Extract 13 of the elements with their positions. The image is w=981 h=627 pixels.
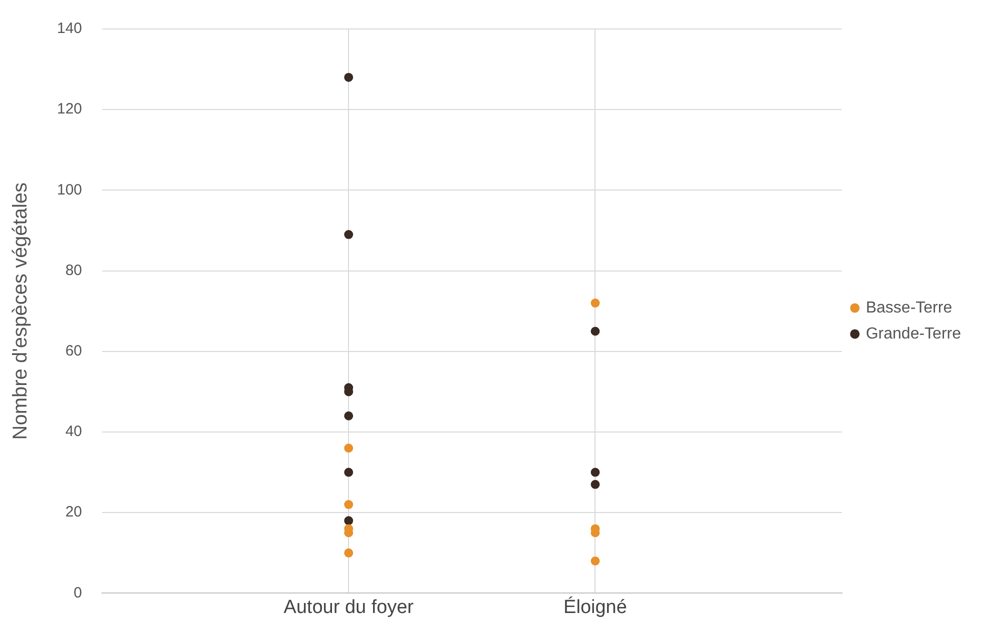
y-tick-label: 0 bbox=[74, 584, 82, 602]
y-tick-label: 80 bbox=[65, 262, 82, 279]
legend-label: Basse-Terre bbox=[866, 299, 952, 316]
y-tick-label: 20 bbox=[65, 504, 82, 521]
legend-label: Grande-Terre bbox=[866, 325, 962, 342]
y-tick-label: 100 bbox=[56, 181, 82, 198]
x-tick-label: Éloigné bbox=[564, 596, 627, 618]
y-axis-title: Nombre d'espèces végétales bbox=[10, 182, 32, 440]
y-tick-label: 140 bbox=[56, 20, 82, 38]
y-tick-label: 60 bbox=[65, 342, 82, 360]
y-tick-label: 120 bbox=[56, 100, 82, 118]
x-tick-label: Autour du foyer bbox=[284, 596, 414, 618]
y-tick-label: 40 bbox=[65, 423, 82, 440]
